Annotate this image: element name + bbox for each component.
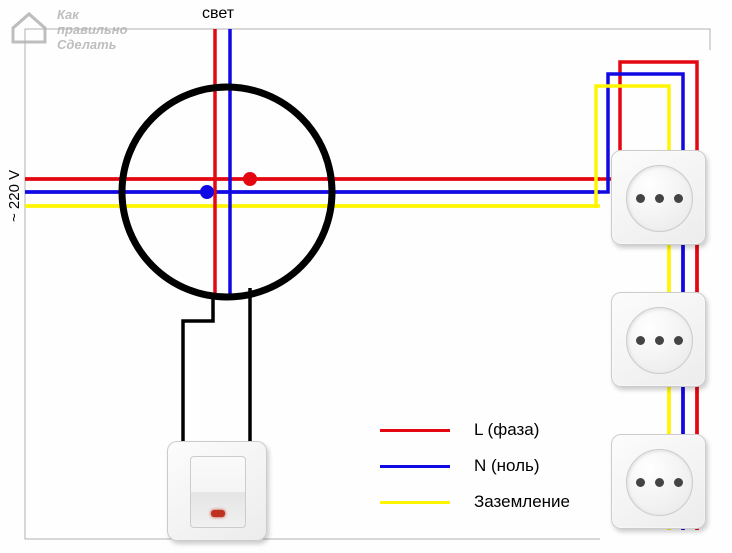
legend: L (фаза) N (ноль) Заземление: [380, 418, 570, 526]
node-neutral: [200, 185, 214, 199]
socket-hole: [636, 194, 645, 203]
socket-plate: [611, 292, 706, 387]
switch-rocker: [190, 456, 246, 528]
socket-hole: [636, 478, 645, 487]
wire-neutral-route: [25, 74, 683, 530]
legend-swatch-neutral: [380, 465, 450, 468]
socket-3: [611, 434, 706, 529]
socket-hole: [655, 478, 664, 487]
socket-holes: [636, 334, 683, 347]
switch-indicator-led: [211, 510, 225, 517]
node-phase: [243, 172, 257, 186]
socket-hole: [674, 336, 683, 345]
voltage-label: ~ 220 V: [6, 170, 23, 222]
legend-label-ground: Заземление: [474, 492, 570, 512]
legend-row-phase: L (фаза): [380, 418, 570, 442]
socket-plate: [611, 150, 706, 245]
wire-ground-route: [25, 86, 669, 530]
switch-plate: [167, 441, 267, 541]
legend-row-ground: Заземление: [380, 490, 570, 514]
socket-holes: [636, 476, 683, 489]
legend-swatch-phase: [380, 429, 450, 432]
legend-row-neutral: N (ноль): [380, 454, 570, 478]
legend-label-neutral: N (ноль): [474, 456, 540, 476]
light-switch: [167, 441, 267, 541]
socket-hole: [655, 194, 664, 203]
wire-switch-left: [183, 294, 213, 441]
legend-label-phase: L (фаза): [474, 420, 539, 440]
light-label: свет: [202, 5, 234, 23]
legend-swatch-ground: [380, 501, 450, 504]
socket-hole: [636, 336, 645, 345]
socket-plate: [611, 434, 706, 529]
socket-hole: [655, 336, 664, 345]
socket-holes: [636, 192, 683, 205]
socket-2: [611, 292, 706, 387]
socket-1: [611, 150, 706, 245]
socket-hole: [674, 194, 683, 203]
socket-hole: [674, 478, 683, 487]
